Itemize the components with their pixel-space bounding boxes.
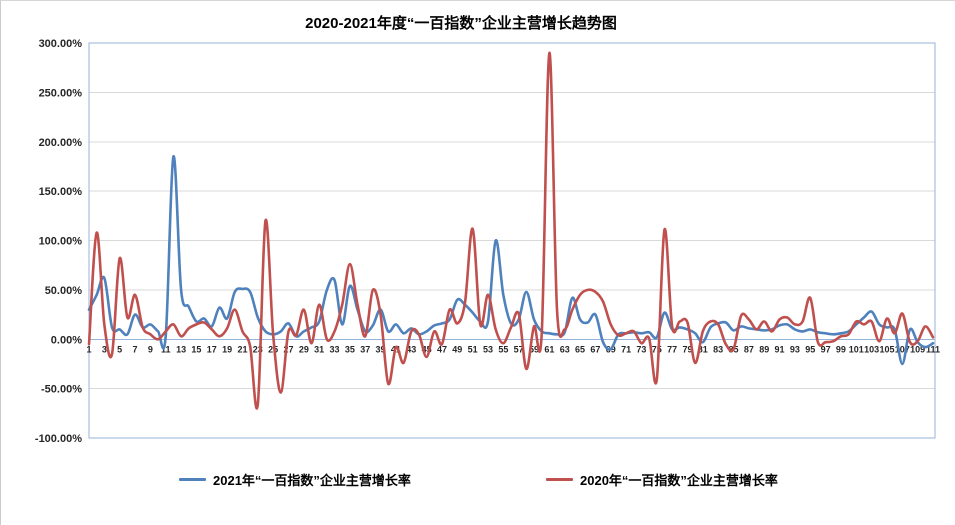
y-axis-label: 250.00% (39, 87, 83, 99)
x-axis-label: 5 (117, 344, 122, 354)
legend-label-2021: 2021年“一百指数”企业主营增长率 (213, 472, 411, 488)
x-axis-label: 15 (191, 344, 201, 354)
x-axis-label: 63 (560, 344, 570, 354)
legend-label-2020: 2020年“一百指数”企业主营增长率 (580, 472, 778, 488)
x-axis-label: 1 (86, 344, 91, 354)
series-line-2020 (87, 51, 935, 410)
x-axis-label: 61 (544, 344, 554, 354)
x-axis-label: 53 (483, 344, 493, 354)
x-axis-label: 103 (864, 344, 879, 354)
x-axis-label: 23 (253, 344, 263, 354)
x-axis-label: 111 (926, 344, 940, 354)
x-axis-label: 91 (775, 344, 785, 354)
x-axis-label: 87 (744, 344, 754, 354)
x-axis-label: 97 (821, 344, 831, 354)
x-axis-label: 101 (849, 344, 864, 354)
x-axis-label: 39 (376, 344, 386, 354)
series-line-2021 (87, 155, 935, 366)
x-axis-label: 105 (879, 344, 894, 354)
x-axis-label: 71 (621, 344, 631, 354)
y-axis-label: 0.00% (51, 334, 82, 346)
x-axis-label: 17 (207, 344, 217, 354)
x-axis-label: 7 (133, 344, 138, 354)
y-axis-label: -50.00% (41, 384, 82, 396)
x-axis-label: 81 (698, 344, 708, 354)
y-axis-label: 300.00% (39, 38, 83, 50)
x-axis-label: 51 (468, 344, 478, 354)
x-axis-label: 59 (529, 344, 539, 354)
x-axis-label: 31 (314, 344, 324, 354)
legend-line-swatch-2021 (179, 477, 206, 481)
x-axis-label: 73 (636, 344, 646, 354)
x-axis-label: 57 (514, 344, 524, 354)
x-axis-label: 43 (406, 344, 416, 354)
x-axis-label: 79 (682, 344, 692, 354)
x-axis-label: 11 (161, 344, 171, 354)
x-axis-label: 65 (575, 344, 585, 354)
x-axis-label: 21 (237, 344, 247, 354)
x-axis-label: 27 (283, 344, 293, 354)
x-axis-label: 3 (102, 344, 107, 354)
y-axis-label: 100.00% (39, 236, 83, 248)
x-axis-label: 93 (790, 344, 800, 354)
x-axis-label: 25 (268, 344, 278, 354)
x-axis-label: 33 (330, 344, 340, 354)
x-axis-label: 95 (805, 344, 815, 354)
x-axis-label: 75 (652, 344, 662, 354)
x-axis-label: 37 (360, 344, 370, 354)
legend-line-swatch-2020 (546, 477, 573, 481)
x-axis-label: 77 (667, 344, 677, 354)
x-axis-label: 35 (345, 344, 355, 354)
x-axis-label: 109 (910, 344, 925, 354)
chart-title: 2020-2021年度“一百指数”企业主营增长趋势图 (305, 15, 617, 32)
y-axis-label: -100.00% (35, 433, 82, 445)
y-axis-label: 200.00% (39, 137, 83, 149)
plot-border (88, 42, 936, 439)
x-axis-label: 29 (299, 344, 309, 354)
x-axis-label: 19 (222, 344, 232, 354)
y-axis-label: 50.00% (45, 285, 83, 297)
x-axis-label: 9 (148, 344, 153, 354)
x-axis-label: 49 (452, 344, 462, 354)
legend-item-2021: 2021年“一百指数”企业主营增长率 (179, 471, 411, 488)
x-axis-label: 83 (713, 344, 723, 354)
x-axis-label: 89 (759, 344, 769, 354)
y-axis-label: 150.00% (39, 186, 83, 198)
legend-item-2020: 2020年“一百指数”企业主营增长率 (546, 471, 778, 488)
x-axis-label: 47 (437, 344, 447, 354)
x-axis-label: 107 (895, 344, 910, 354)
x-axis-label: 99 (836, 344, 846, 354)
x-axis-label: 45 (422, 344, 432, 354)
x-axis-label: 67 (590, 344, 600, 354)
x-axis-label: 13 (176, 344, 186, 354)
x-axis-label: 55 (498, 344, 508, 354)
